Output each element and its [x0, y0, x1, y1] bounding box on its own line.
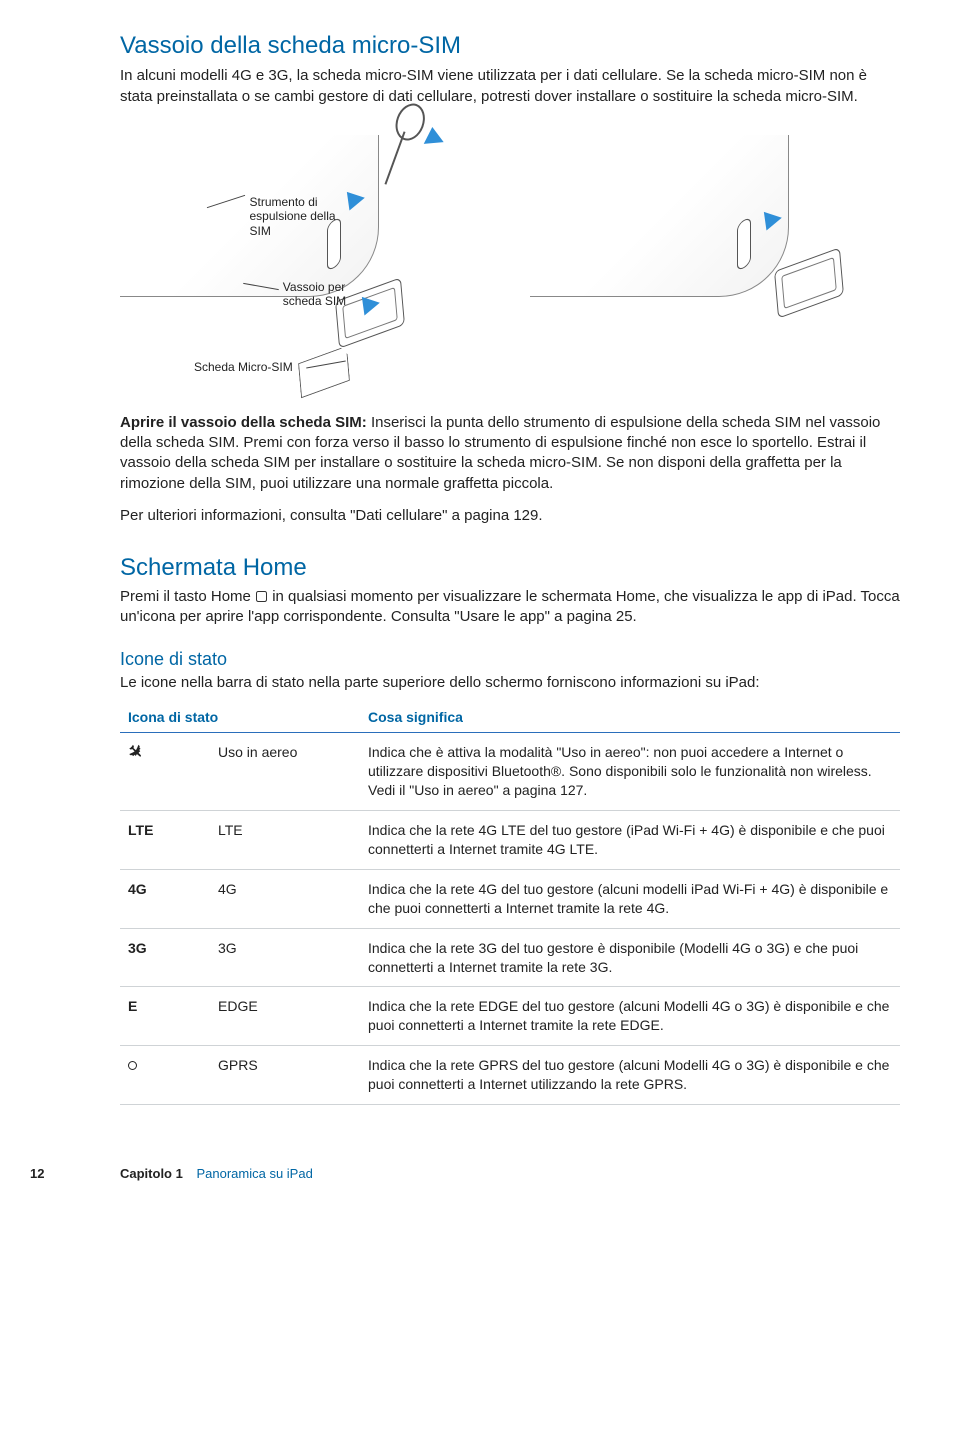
status-label-cell: Uso in aereo: [210, 733, 360, 811]
status-label-cell: LTE: [210, 811, 360, 870]
status-icon-cell: 3G: [120, 928, 210, 987]
status-desc-cell: Indica che la rete GPRS del tuo gestore …: [360, 1046, 900, 1105]
open-tray-lead: Aprire il vassoio della scheda SIM:: [120, 414, 367, 431]
status-icons-table: Icona di stato Cosa significa ✈ Uso in ae…: [120, 702, 900, 1105]
gprs-icon: [128, 1061, 137, 1070]
status-desc-cell: Indica che la rete 3G del tuo gestore è …: [360, 928, 900, 987]
more-info-paragraph: Per ulteriori informazioni, consulta "Da…: [120, 506, 900, 526]
callout-tray: Vassoio per scheda SIM: [283, 280, 363, 309]
status-desc-cell: Indica che la rete 4G del tuo gestore (a…: [360, 869, 900, 928]
section-heading-sim: Vassoio della scheda micro-SIM: [120, 30, 900, 62]
home-text-before: Premi il tasto Home: [120, 588, 255, 605]
status-icon-cell: ✈: [120, 733, 210, 811]
status-icon-cell: E: [120, 987, 210, 1046]
table-row: EEDGEIndica che la rete EDGE del tuo ges…: [120, 987, 900, 1046]
status-intro: Le icone nella barra di stato nella part…: [120, 673, 900, 693]
page-number: 12: [30, 1165, 44, 1183]
sim-diagram: Strumento di espulsione della SIM Vassoi…: [120, 135, 900, 385]
table-row: GPRSIndica che la rete GPRS del tuo gest…: [120, 1046, 900, 1105]
table-row: LTELTEIndica che la rete 4G LTE del tuo …: [120, 811, 900, 870]
intro-paragraph: In alcuni modelli 4G e 3G, la scheda mic…: [120, 66, 900, 107]
table-row: ✈ Uso in aereoIndica che è attiva la moda…: [120, 733, 900, 811]
status-desc-cell: Indica che la rete EDGE del tuo gestore …: [360, 987, 900, 1046]
status-icon-cell: [120, 1046, 210, 1105]
th-meaning: Cosa significa: [360, 702, 900, 733]
page-footer: 12 Capitolo 1 Panoramica su iPad: [120, 1165, 900, 1183]
table-row: 4G4GIndica che la rete 4G del tuo gestor…: [120, 869, 900, 928]
section-heading-home: Schermata Home: [120, 552, 900, 584]
open-tray-paragraph: Aprire il vassoio della scheda SIM: Inse…: [120, 413, 900, 494]
status-label-cell: 3G: [210, 928, 360, 987]
home-paragraph: Premi il tasto Home in qualsiasi momento…: [120, 587, 900, 628]
status-icon-cell: 4G: [120, 869, 210, 928]
th-icon: Icona di stato: [120, 702, 360, 733]
home-button-icon: [256, 591, 267, 602]
chapter-section: Panoramica su iPad: [196, 1166, 312, 1181]
status-desc-cell: Indica che è attiva la modalità "Uso in …: [360, 733, 900, 811]
callout-microsim: Scheda Micro-SIM: [194, 360, 304, 374]
status-desc-cell: Indica che la rete 4G LTE del tuo gestor…: [360, 811, 900, 870]
airplane-icon: ✈: [124, 741, 147, 764]
status-label-cell: 4G: [210, 869, 360, 928]
intro-block: In alcuni modelli 4G e 3G, la scheda mic…: [120, 66, 900, 107]
status-label-cell: GPRS: [210, 1046, 360, 1105]
chapter-label: Capitolo 1: [120, 1166, 183, 1181]
status-label-cell: EDGE: [210, 987, 360, 1046]
status-icon-cell: LTE: [120, 811, 210, 870]
callout-eject-tool: Strumento di espulsione della SIM: [250, 195, 340, 238]
table-row: 3G3GIndica che la rete 3G del tuo gestor…: [120, 928, 900, 987]
subheading-status-icons: Icone di stato: [120, 647, 900, 671]
